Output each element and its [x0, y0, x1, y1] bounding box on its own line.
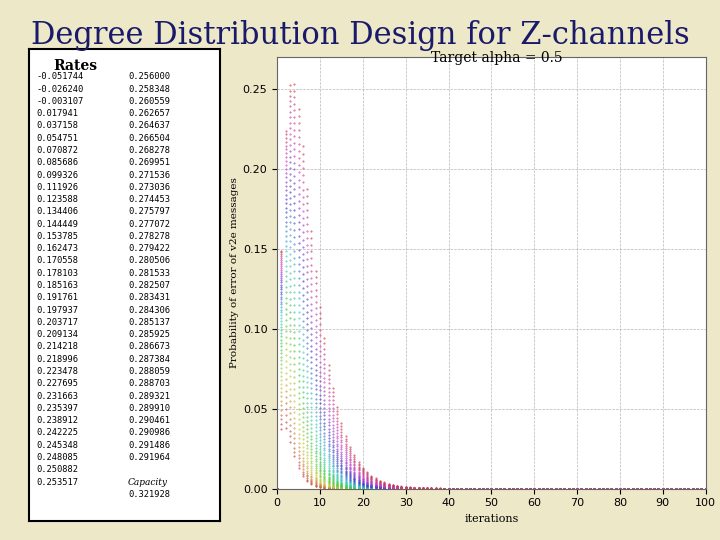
Text: -0.051744: -0.051744: [37, 72, 84, 81]
Text: 0.264637: 0.264637: [128, 122, 170, 130]
Text: 0.085686: 0.085686: [37, 158, 78, 167]
Text: 0.197937: 0.197937: [37, 306, 78, 315]
Text: 0.223478: 0.223478: [37, 367, 78, 376]
Text: 0.289321: 0.289321: [128, 392, 170, 401]
Text: 0.017941: 0.017941: [37, 109, 78, 118]
Text: 0.280506: 0.280506: [128, 256, 170, 266]
Text: 0.288703: 0.288703: [128, 379, 170, 388]
Text: Rates: Rates: [53, 59, 98, 73]
Text: 0.279422: 0.279422: [128, 244, 170, 253]
Text: 0.248085: 0.248085: [37, 453, 78, 462]
Text: 0.250882: 0.250882: [37, 465, 78, 474]
Text: 0.288059: 0.288059: [128, 367, 170, 376]
Text: 0.258348: 0.258348: [128, 84, 170, 93]
Text: 0.170558: 0.170558: [37, 256, 78, 266]
Text: 0.256000: 0.256000: [128, 72, 170, 81]
Text: -0.026240: -0.026240: [37, 84, 84, 93]
Text: 0.178103: 0.178103: [37, 269, 78, 278]
Text: 0.203717: 0.203717: [37, 318, 78, 327]
Text: 0.287384: 0.287384: [128, 355, 170, 364]
Text: 0.191761: 0.191761: [37, 293, 78, 302]
Text: 0.285137: 0.285137: [128, 318, 170, 327]
Text: 0.277072: 0.277072: [128, 220, 170, 228]
Text: 0.153785: 0.153785: [37, 232, 78, 241]
Text: 0.214218: 0.214218: [37, 342, 78, 352]
Text: 0.070872: 0.070872: [37, 146, 78, 155]
Text: -0.003107: -0.003107: [37, 97, 84, 106]
Text: 0.218996: 0.218996: [37, 355, 78, 364]
Text: 0.111926: 0.111926: [37, 183, 78, 192]
Text: 0.283431: 0.283431: [128, 293, 170, 302]
Text: 0.235397: 0.235397: [37, 404, 78, 413]
Text: 0.275797: 0.275797: [128, 207, 170, 217]
Text: 0.289910: 0.289910: [128, 404, 170, 413]
Text: 0.245348: 0.245348: [37, 441, 78, 450]
Text: 0.274453: 0.274453: [128, 195, 170, 204]
Text: 0.268278: 0.268278: [128, 146, 170, 155]
Text: 0.282507: 0.282507: [128, 281, 170, 290]
Text: 0.134406: 0.134406: [37, 207, 78, 217]
Text: 0.266504: 0.266504: [128, 133, 170, 143]
Text: 0.278278: 0.278278: [128, 232, 170, 241]
Text: 0.242225: 0.242225: [37, 429, 78, 437]
Text: 0.209134: 0.209134: [37, 330, 78, 339]
Text: 0.290461: 0.290461: [128, 416, 170, 425]
Text: 0.144449: 0.144449: [37, 220, 78, 228]
Text: 0.253517: 0.253517: [37, 478, 78, 487]
Text: 0.037158: 0.037158: [37, 122, 78, 130]
Text: 0.271536: 0.271536: [128, 171, 170, 179]
Text: 0.054751: 0.054751: [37, 133, 78, 143]
Text: Capacity: Capacity: [128, 478, 168, 487]
Text: Degree Distribution Design for Z-channels: Degree Distribution Design for Z-channel…: [31, 20, 689, 51]
Text: 0.162473: 0.162473: [37, 244, 78, 253]
Text: 0.185163: 0.185163: [37, 281, 78, 290]
Text: 0.290986: 0.290986: [128, 429, 170, 437]
Text: 0.285925: 0.285925: [128, 330, 170, 339]
Text: 0.281533: 0.281533: [128, 269, 170, 278]
Text: 0.321928: 0.321928: [128, 490, 170, 499]
Text: 0.262657: 0.262657: [128, 109, 170, 118]
Text: 0.123588: 0.123588: [37, 195, 78, 204]
Text: 0.269951: 0.269951: [128, 158, 170, 167]
Y-axis label: Probability of error of v2e messages: Probability of error of v2e messages: [230, 177, 238, 368]
Text: 0.286673: 0.286673: [128, 342, 170, 352]
Text: 0.284306: 0.284306: [128, 306, 170, 315]
Text: 0.227695: 0.227695: [37, 379, 78, 388]
Text: 0.291964: 0.291964: [128, 453, 170, 462]
Text: Target alpha = 0.5: Target alpha = 0.5: [431, 51, 562, 65]
X-axis label: iterations: iterations: [464, 514, 518, 524]
Text: 0.273036: 0.273036: [128, 183, 170, 192]
Text: 0.291486: 0.291486: [128, 441, 170, 450]
Text: 0.099326: 0.099326: [37, 171, 78, 179]
Text: 0.238912: 0.238912: [37, 416, 78, 425]
Text: 0.260559: 0.260559: [128, 97, 170, 106]
Text: 0.231663: 0.231663: [37, 392, 78, 401]
